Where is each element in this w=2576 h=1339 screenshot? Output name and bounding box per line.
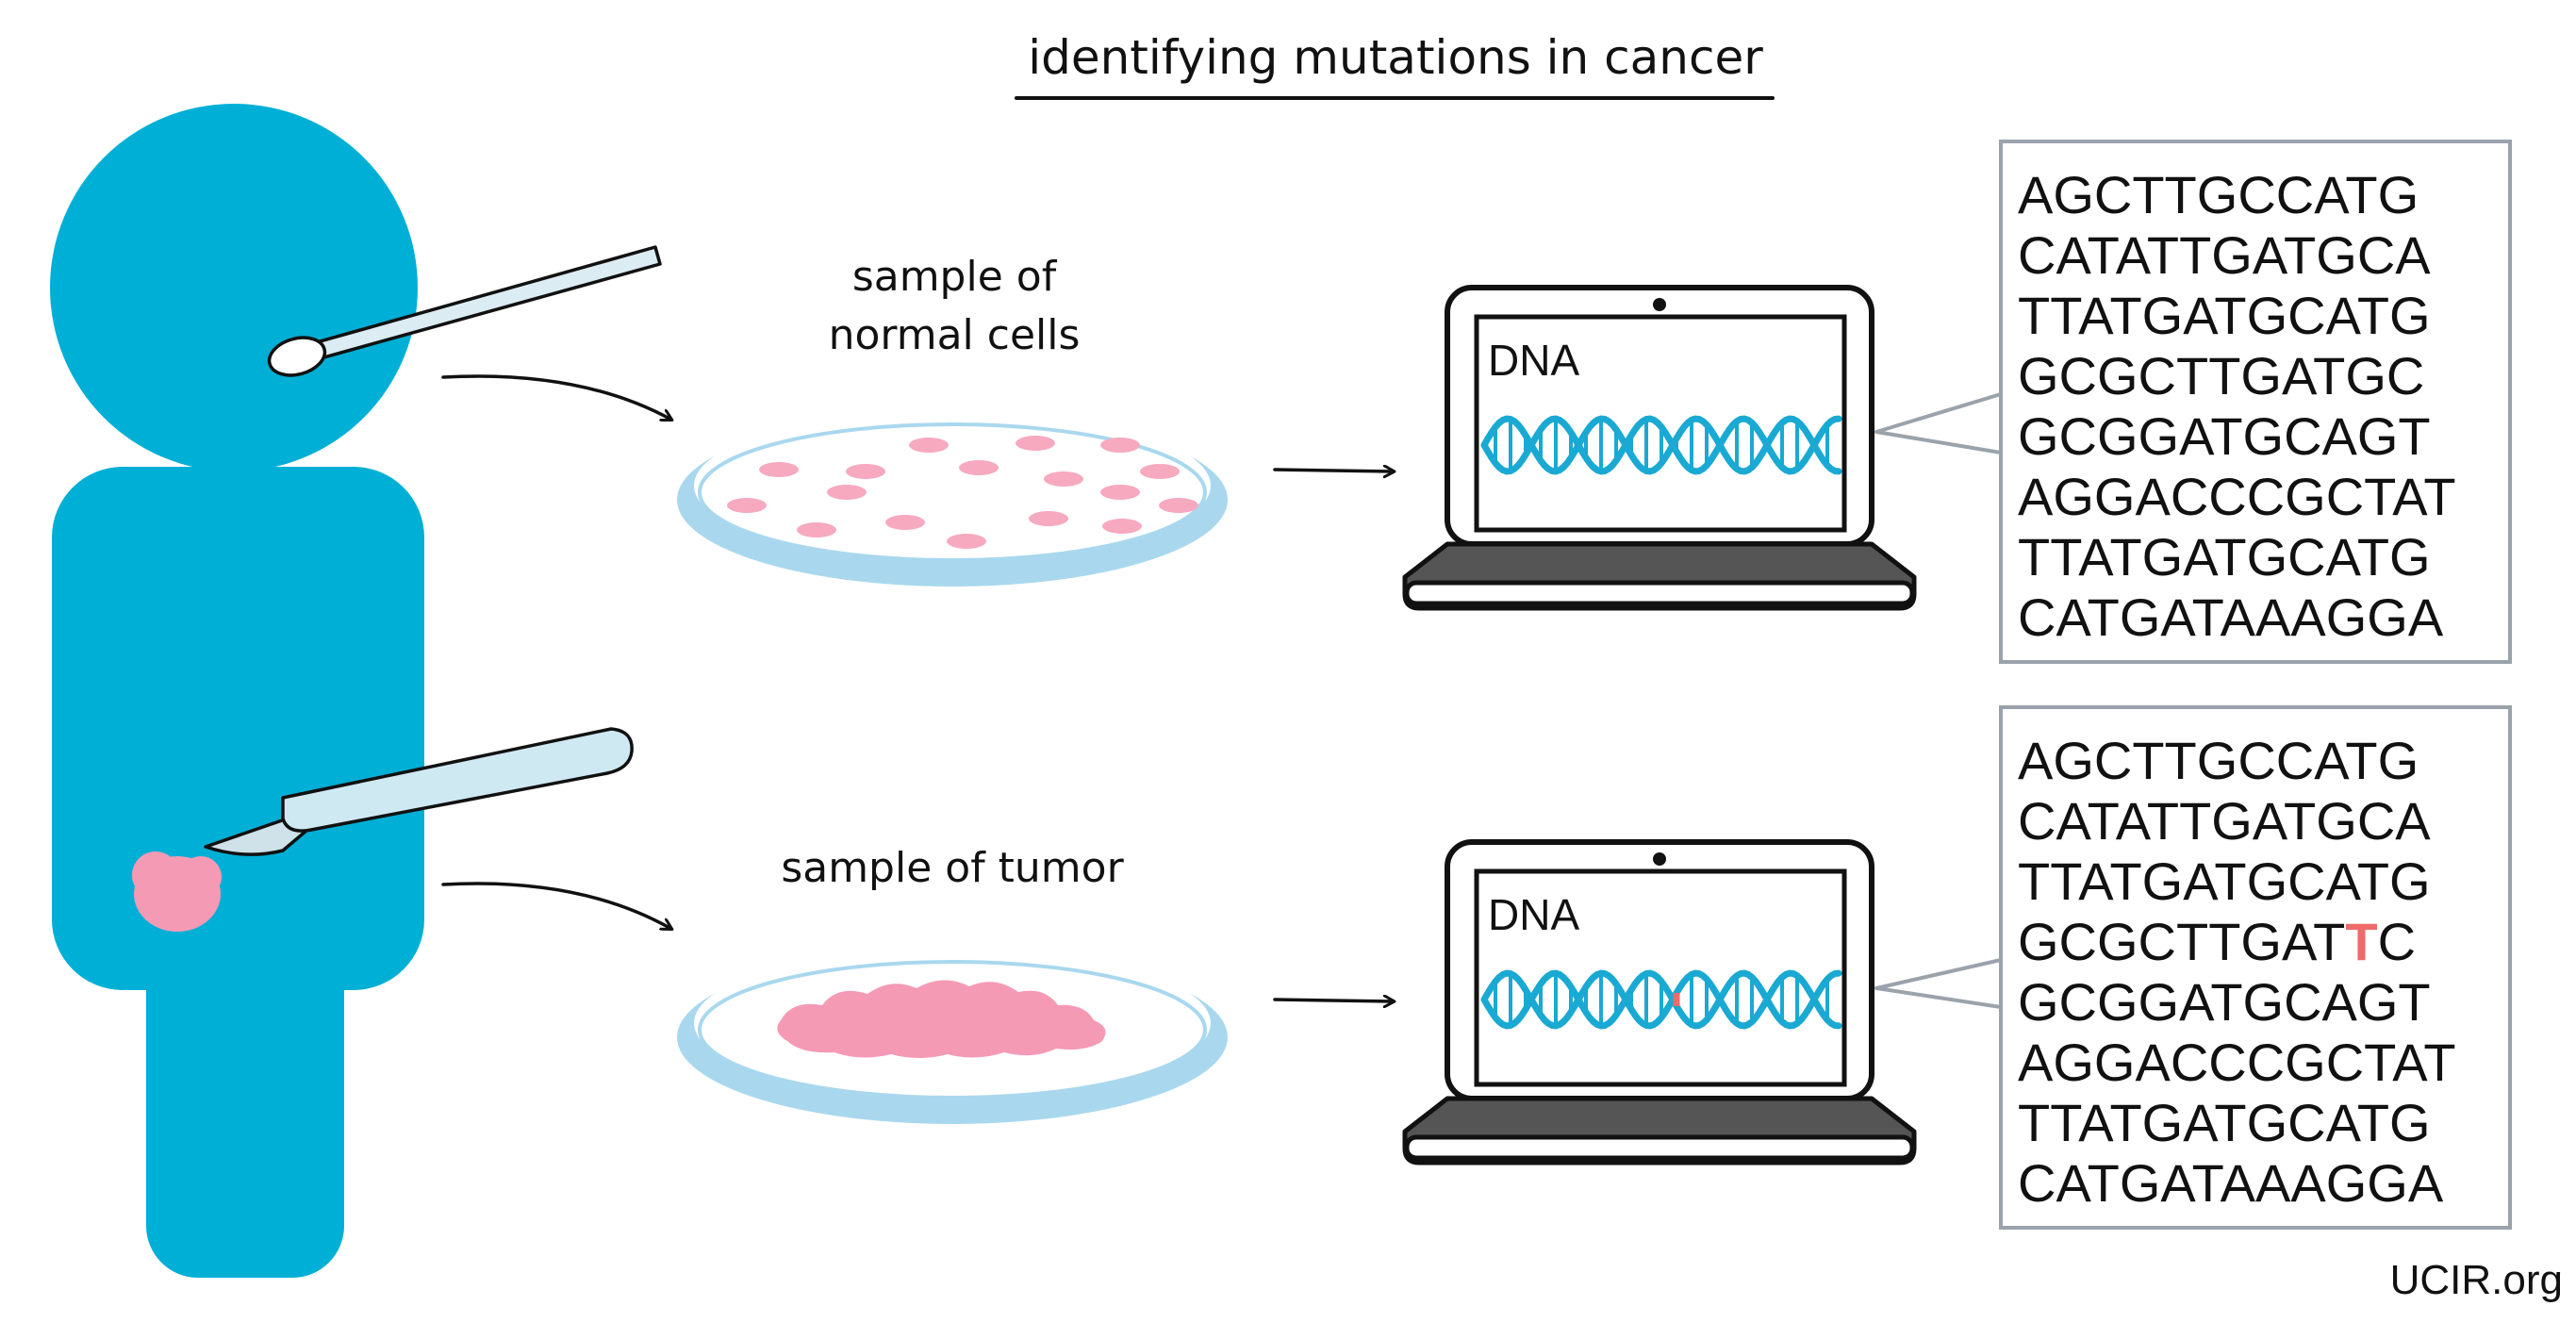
cell (727, 498, 767, 513)
sequence-box-normal: AGCTTGCCATG CATATTGATGCA TTATGATGCATG GC… (2001, 141, 2510, 662)
screen-label: DNA (1488, 336, 1579, 385)
person-torso (52, 467, 424, 990)
page-title: identifying mutations in cancer (1028, 30, 1763, 85)
sequence-line: CATGATAAAGGA (2018, 587, 2444, 647)
cell (1100, 485, 1140, 500)
mutation-prefix: GCGCTTGAT (2018, 912, 2345, 971)
cell (1100, 438, 1140, 453)
cell (797, 522, 836, 537)
cell (1044, 471, 1083, 487)
cell (1159, 498, 1198, 513)
tumor-lump-lobe (180, 856, 222, 898)
sequence-line: GCGGATGCAGT (2018, 972, 2431, 1032)
cell (846, 464, 885, 479)
petri-dish-normal (677, 410, 1228, 587)
petri-dish-tumor (677, 948, 1228, 1124)
laptop-tumor: DNA (1405, 842, 1914, 1163)
cell (1016, 436, 1055, 451)
callout-pointer-normal (1876, 394, 2001, 453)
sequence-line: AGCTTGCCATG (2018, 731, 2419, 790)
mutation-base: T (2345, 912, 2377, 971)
tumor-lump-lobe (132, 851, 179, 899)
sequence-line: AGGACCCGCTAT (2018, 467, 2456, 526)
normal-sample-label-line1: sample of (852, 253, 1058, 301)
sequence-line: AGGACCCGCTAT (2018, 1033, 2456, 1092)
cell (827, 485, 867, 500)
arrow-normal-dish-to-laptop (1275, 470, 1394, 471)
screen-label: DNA (1488, 890, 1579, 939)
normal-sample-label-line2: normal cells (829, 311, 1081, 359)
cell (1102, 519, 1142, 534)
sequence-line: CATATTGATGCA (2018, 791, 2431, 851)
sequence-line: TTATGATGCATG (2018, 286, 2431, 345)
credit-text: UCIR.org (2390, 1257, 2563, 1303)
cell (1140, 464, 1180, 479)
person-figure (50, 104, 424, 1278)
sequence-line: GCGGATGCAGT (2018, 406, 2431, 466)
laptop-normal: DNA (1405, 288, 1914, 608)
arrow-person-to-normal-dish (443, 376, 671, 420)
cell (759, 462, 799, 477)
sequence-line: TTATGATGCATG (2018, 1093, 2431, 1152)
sequence-line: AGCTTGCCATG (2018, 165, 2419, 224)
callout-pointer-tumor (1876, 960, 2001, 1007)
cell (947, 534, 986, 549)
person-head (50, 104, 418, 471)
cell (909, 438, 949, 453)
cell (959, 460, 999, 475)
tumor-sample: sample of tumor (677, 844, 1228, 1124)
sequence-line: GCGCTTGATGC (2018, 346, 2424, 405)
laptop-front-edge (1407, 1137, 1912, 1158)
cell (885, 515, 925, 530)
sequence-line: TTATGATGCATG (2018, 527, 2431, 587)
arrow-person-to-tumor-dish (443, 884, 671, 929)
tumor-sample-label: sample of tumor (781, 844, 1124, 892)
sequence-line: TTATGATGCATG (2018, 851, 2431, 911)
person-legs (146, 934, 344, 1278)
sequence-line: CATATTGATGCA (2018, 225, 2431, 285)
laptop-front-edge (1407, 583, 1912, 603)
title-group: identifying mutations in cancer (1016, 30, 1773, 98)
normal-sample: sample of normal cells (677, 253, 1228, 587)
mutation-suffix: C (2378, 912, 2416, 971)
sequence-line: CATGATAAAGGA (2018, 1153, 2444, 1213)
sequence-box-tumor: AGCTTGCCATG CATATTGATGCA TTATGATGCATG GC… (2001, 707, 2510, 1228)
cell (1029, 511, 1068, 526)
laptop-camera (1653, 298, 1666, 311)
sequence-line-mutated: GCGCTTGATTC (2018, 912, 2416, 971)
arrow-tumor-dish-to-laptop (1275, 1000, 1394, 1001)
laptop-camera (1653, 852, 1666, 866)
